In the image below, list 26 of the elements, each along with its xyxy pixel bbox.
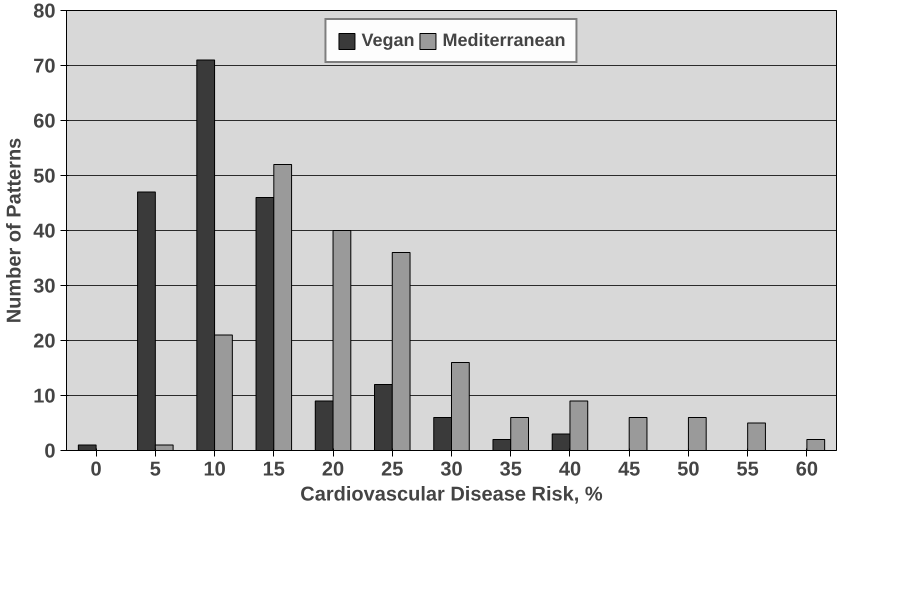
legend-label: Mediterranean xyxy=(442,30,566,51)
x-tick-label: 25 xyxy=(381,458,404,480)
x-tick-label: 40 xyxy=(558,458,582,480)
legend-label: Vegan xyxy=(361,30,414,51)
x-tick-label: 0 xyxy=(90,458,102,480)
x-tick-label: 15 xyxy=(262,458,285,480)
x-axis-title: Cardiovascular Disease Risk, % xyxy=(300,484,603,506)
x-tick-label: 50 xyxy=(677,458,700,480)
y-tick-label: 30 xyxy=(33,276,56,298)
x-tick-label: 45 xyxy=(618,458,640,480)
x-tick-label: 60 xyxy=(796,458,818,480)
x-tick-label: 10 xyxy=(203,458,226,480)
y-axis-title: Number of Patterns xyxy=(3,138,26,324)
y-tick-label: 20 xyxy=(33,330,56,352)
x-tick-label: 20 xyxy=(322,458,344,480)
y-tick-label: 50 xyxy=(33,166,56,188)
x-tick-label: 30 xyxy=(440,458,463,480)
y-tick-label: 70 xyxy=(33,56,56,78)
y-tick-label: 80 xyxy=(33,0,56,22)
y-tick-label: 10 xyxy=(33,386,56,408)
y-tick-label: 60 xyxy=(33,110,56,132)
x-tick-label: 55 xyxy=(736,458,759,480)
y-tick-label: 40 xyxy=(33,220,56,242)
x-tick-label: 5 xyxy=(150,458,161,480)
y-tick-label: 0 xyxy=(44,440,56,462)
x-tick-label: 35 xyxy=(500,458,522,480)
